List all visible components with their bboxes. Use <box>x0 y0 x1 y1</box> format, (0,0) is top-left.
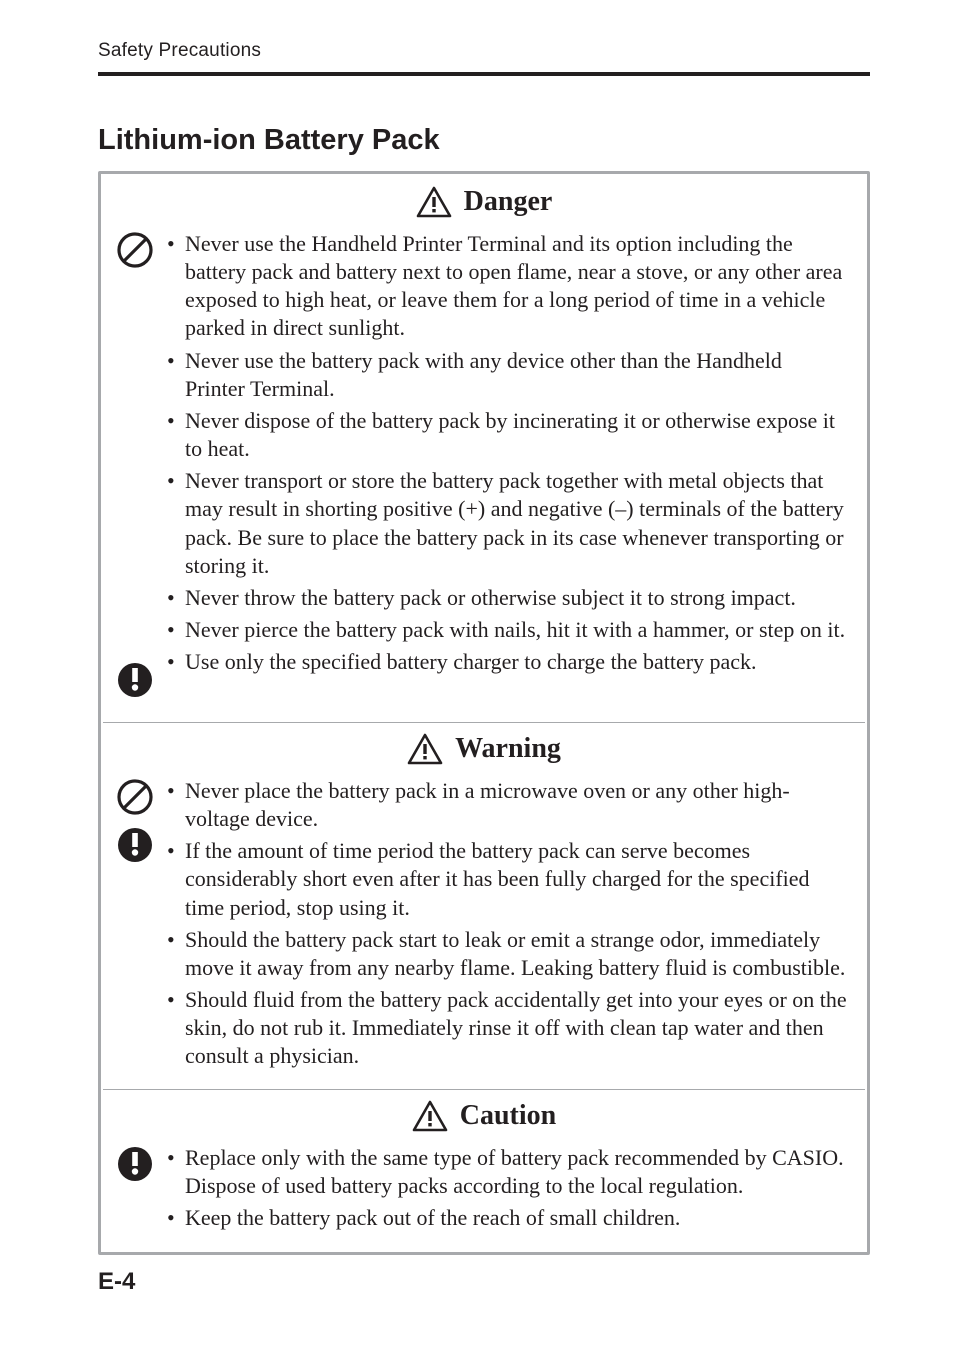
danger-text: Never use the Handheld Printer Terminal … <box>167 230 847 708</box>
danger-item: Never use the Handheld Printer Terminal … <box>167 230 847 343</box>
caution-heading: Caution <box>460 1100 556 1131</box>
prohibit-icon <box>115 230 155 270</box>
mandatory-icon <box>115 825 155 865</box>
page-number: E-4 <box>98 1268 135 1296</box>
warning-icon-col <box>115 777 167 1075</box>
warning-triangle-icon <box>407 733 443 765</box>
danger-item: Use only the specified battery charger t… <box>167 648 847 676</box>
page: Safety Precautions Lithium-ion Battery P… <box>0 0 954 1302</box>
warning-heading: Warning <box>455 733 561 764</box>
warning-triangle-icon <box>416 186 452 218</box>
header-rule <box>98 72 870 76</box>
caution-item: Keep the battery pack out of the reach o… <box>167 1204 847 1232</box>
safety-box-inner: Danger <box>103 176 865 1250</box>
danger-item: Never transport or store the battery pac… <box>167 467 847 580</box>
warning-item: Should the battery pack start to leak or… <box>167 926 847 982</box>
danger-body: Never use the Handheld Printer Terminal … <box>103 226 865 722</box>
warning-body: Never place the battery pack in a microw… <box>103 773 865 1089</box>
danger-section: Danger <box>103 176 865 722</box>
mandatory-icon <box>115 660 155 700</box>
warning-item: If the amount of time period the battery… <box>167 837 847 921</box>
danger-item: Never dispose of the battery pack by inc… <box>167 407 847 463</box>
danger-item: Never throw the battery pack or otherwis… <box>167 584 847 612</box>
mandatory-icon <box>115 1144 155 1184</box>
warning-triangle-icon <box>412 1100 448 1132</box>
caution-section: Caution Replace only with the same type … <box>103 1089 865 1250</box>
warning-item: Never place the battery pack in a microw… <box>167 777 847 833</box>
warning-heading-row: Warning <box>103 723 865 773</box>
danger-heading: Danger <box>464 186 553 217</box>
warning-item: Should fluid from the battery pack accid… <box>167 986 847 1070</box>
warning-text: Never place the battery pack in a microw… <box>167 777 847 1075</box>
danger-item: Never use the battery pack with any devi… <box>167 347 847 403</box>
danger-heading-row: Danger <box>103 176 865 226</box>
safety-box: Danger <box>98 171 870 1255</box>
section-title: Lithium-ion Battery Pack <box>98 124 870 157</box>
caution-icon-col <box>115 1144 167 1236</box>
prohibit-icon <box>115 777 155 817</box>
caution-item: Replace only with the same type of batte… <box>167 1144 847 1200</box>
running-head: Safety Precautions <box>98 40 870 62</box>
caution-heading-row: Caution <box>103 1090 865 1140</box>
caution-body: Replace only with the same type of batte… <box>103 1140 865 1250</box>
danger-item: Never pierce the battery pack with nails… <box>167 616 847 644</box>
caution-text: Replace only with the same type of batte… <box>167 1144 847 1236</box>
warning-section: Warning <box>103 722 865 1089</box>
danger-icon-col <box>115 230 167 708</box>
